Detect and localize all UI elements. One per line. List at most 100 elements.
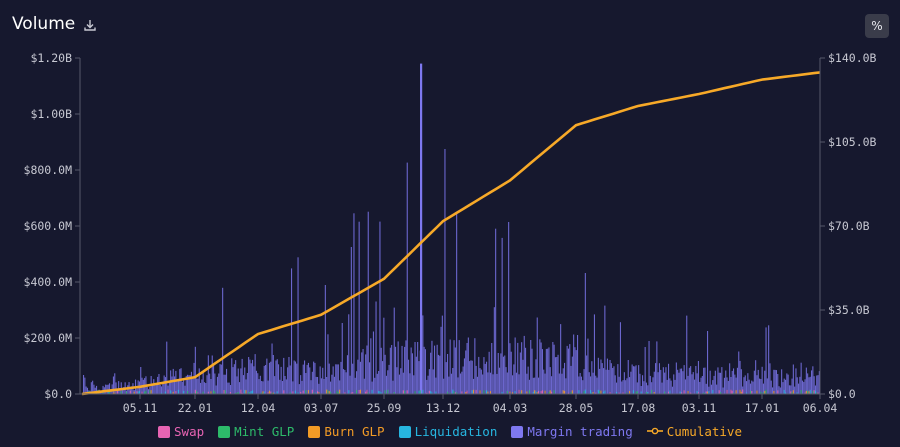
margin-trading-bar	[495, 228, 497, 394]
margin-trading-bar	[127, 385, 129, 394]
margin-trading-bar	[635, 365, 637, 394]
x-tick-label: 17.01	[745, 401, 780, 415]
minor-series-bar	[645, 392, 647, 394]
legend-liquidation-label: Liquidation	[414, 424, 498, 439]
margin-trading-bar	[779, 387, 781, 394]
minor-series-bar	[348, 390, 350, 394]
margin-trading-bar	[354, 377, 356, 394]
margin-trading-bar	[710, 384, 712, 394]
margin-trading-bar	[190, 371, 192, 394]
margin-trading-bar	[92, 380, 94, 394]
margin-trading-bar	[298, 384, 300, 394]
margin-trading-bar	[652, 377, 654, 394]
minor-series-bar	[591, 392, 593, 394]
margin-trading-bar	[320, 378, 322, 394]
margin-trading-bar	[484, 363, 486, 394]
minor-series-bar	[528, 390, 530, 394]
minor-series-bar	[344, 392, 346, 394]
margin-trading-bar	[380, 347, 382, 394]
legend-margin-trading-label: Margin trading	[527, 424, 633, 439]
margin-trading-bar	[83, 375, 85, 394]
margin-trading-bar	[774, 369, 776, 394]
legend-liquidation[interactable]: Liquidation	[398, 424, 498, 439]
swap-swatch	[158, 425, 171, 438]
margin-trading-bar	[367, 211, 369, 394]
legend-margin-trading[interactable]: Margin trading	[511, 424, 633, 439]
minor-series-bar	[712, 389, 714, 394]
margin-trading-bar	[694, 379, 696, 394]
margin-trading-bar	[743, 377, 745, 394]
minor-series-bars	[85, 389, 819, 394]
margin-trading-bar	[343, 369, 345, 394]
margin-trading-bar	[94, 387, 96, 394]
margin-trading-bar	[539, 339, 541, 394]
margin-trading-bar	[647, 385, 649, 394]
margin-trading-bar	[411, 353, 413, 394]
minor-series-bar	[814, 390, 816, 394]
margin-trading-bar	[166, 341, 168, 394]
minor-series-bar	[749, 390, 751, 394]
download-icon[interactable]	[83, 17, 97, 31]
margin-trading-bar	[476, 376, 478, 394]
margin-trading-bar	[417, 342, 419, 394]
margin-trading-bar	[244, 367, 246, 394]
minor-series-bar	[805, 390, 807, 394]
margin-trading-bar	[567, 348, 569, 394]
minor-series-bar	[454, 392, 456, 394]
margin-trading-bar	[681, 368, 683, 394]
minor-series-bar	[521, 390, 523, 394]
minor-series-bar	[294, 390, 296, 394]
margin-trading-bar	[731, 370, 733, 394]
margin-trading-bar	[691, 374, 693, 394]
minor-series-bar	[564, 390, 566, 394]
minor-series-bar	[183, 390, 185, 394]
minor-series-bar	[791, 391, 793, 394]
margin-trading-bar	[155, 383, 157, 394]
margin-trading-bar	[506, 372, 508, 394]
minor-series-bar	[731, 390, 733, 394]
margin-trading-bar	[794, 386, 796, 394]
margin-trading-bar	[259, 375, 261, 394]
legend-cumulative[interactable]: Cumulative	[646, 424, 742, 439]
minor-series-bar	[210, 391, 212, 394]
margin-trading-bar	[436, 344, 438, 394]
minor-series-bar	[125, 391, 127, 394]
margin-trading-bar	[267, 380, 269, 394]
margin-trading-bar	[525, 347, 527, 394]
margin-trading-bar	[315, 376, 317, 394]
margin-trading-bar	[792, 364, 794, 394]
margin-trading-bar	[228, 382, 230, 394]
margin-trading-bar	[434, 345, 436, 394]
margin-trading-bar	[362, 349, 364, 394]
margin-trading-bar	[406, 162, 408, 394]
legend-swap[interactable]: Swap	[158, 424, 204, 439]
margin-trading-bar	[457, 377, 459, 394]
minor-series-bar	[352, 392, 354, 394]
margin-trading-bar	[809, 376, 811, 394]
margin-trading-bar	[445, 362, 447, 394]
margin-trading-bar	[513, 364, 515, 394]
margin-trading-bar	[600, 359, 602, 394]
margin-trading-bar	[462, 366, 464, 394]
margin-trading-bar	[174, 376, 176, 394]
margin-trading-bar	[305, 373, 307, 394]
margin-trading-bar	[288, 357, 290, 394]
minor-series-bar	[148, 392, 150, 394]
margin-trading-bar	[500, 353, 502, 394]
margin-trading-bar	[370, 338, 372, 394]
minor-series-bar	[207, 391, 209, 394]
margin-trading-bar	[465, 350, 467, 394]
minor-series-bar	[746, 392, 748, 394]
percent-toggle-button[interactable]: %	[865, 14, 889, 38]
margin-trading-bar	[253, 366, 255, 394]
margin-trading-bar	[564, 362, 566, 394]
minor-series-bar	[679, 391, 681, 394]
margin-trading-bar	[692, 372, 694, 394]
legend-burn-glp[interactable]: Burn GLP	[308, 424, 385, 439]
minor-series-bar	[512, 392, 514, 394]
x-tick-label: 04.03	[493, 401, 528, 415]
minor-series-bar	[509, 391, 511, 394]
legend-mint-glp[interactable]: Mint GLP	[218, 424, 294, 439]
minor-series-bar	[687, 391, 689, 394]
margin-trading-bar	[164, 377, 166, 394]
